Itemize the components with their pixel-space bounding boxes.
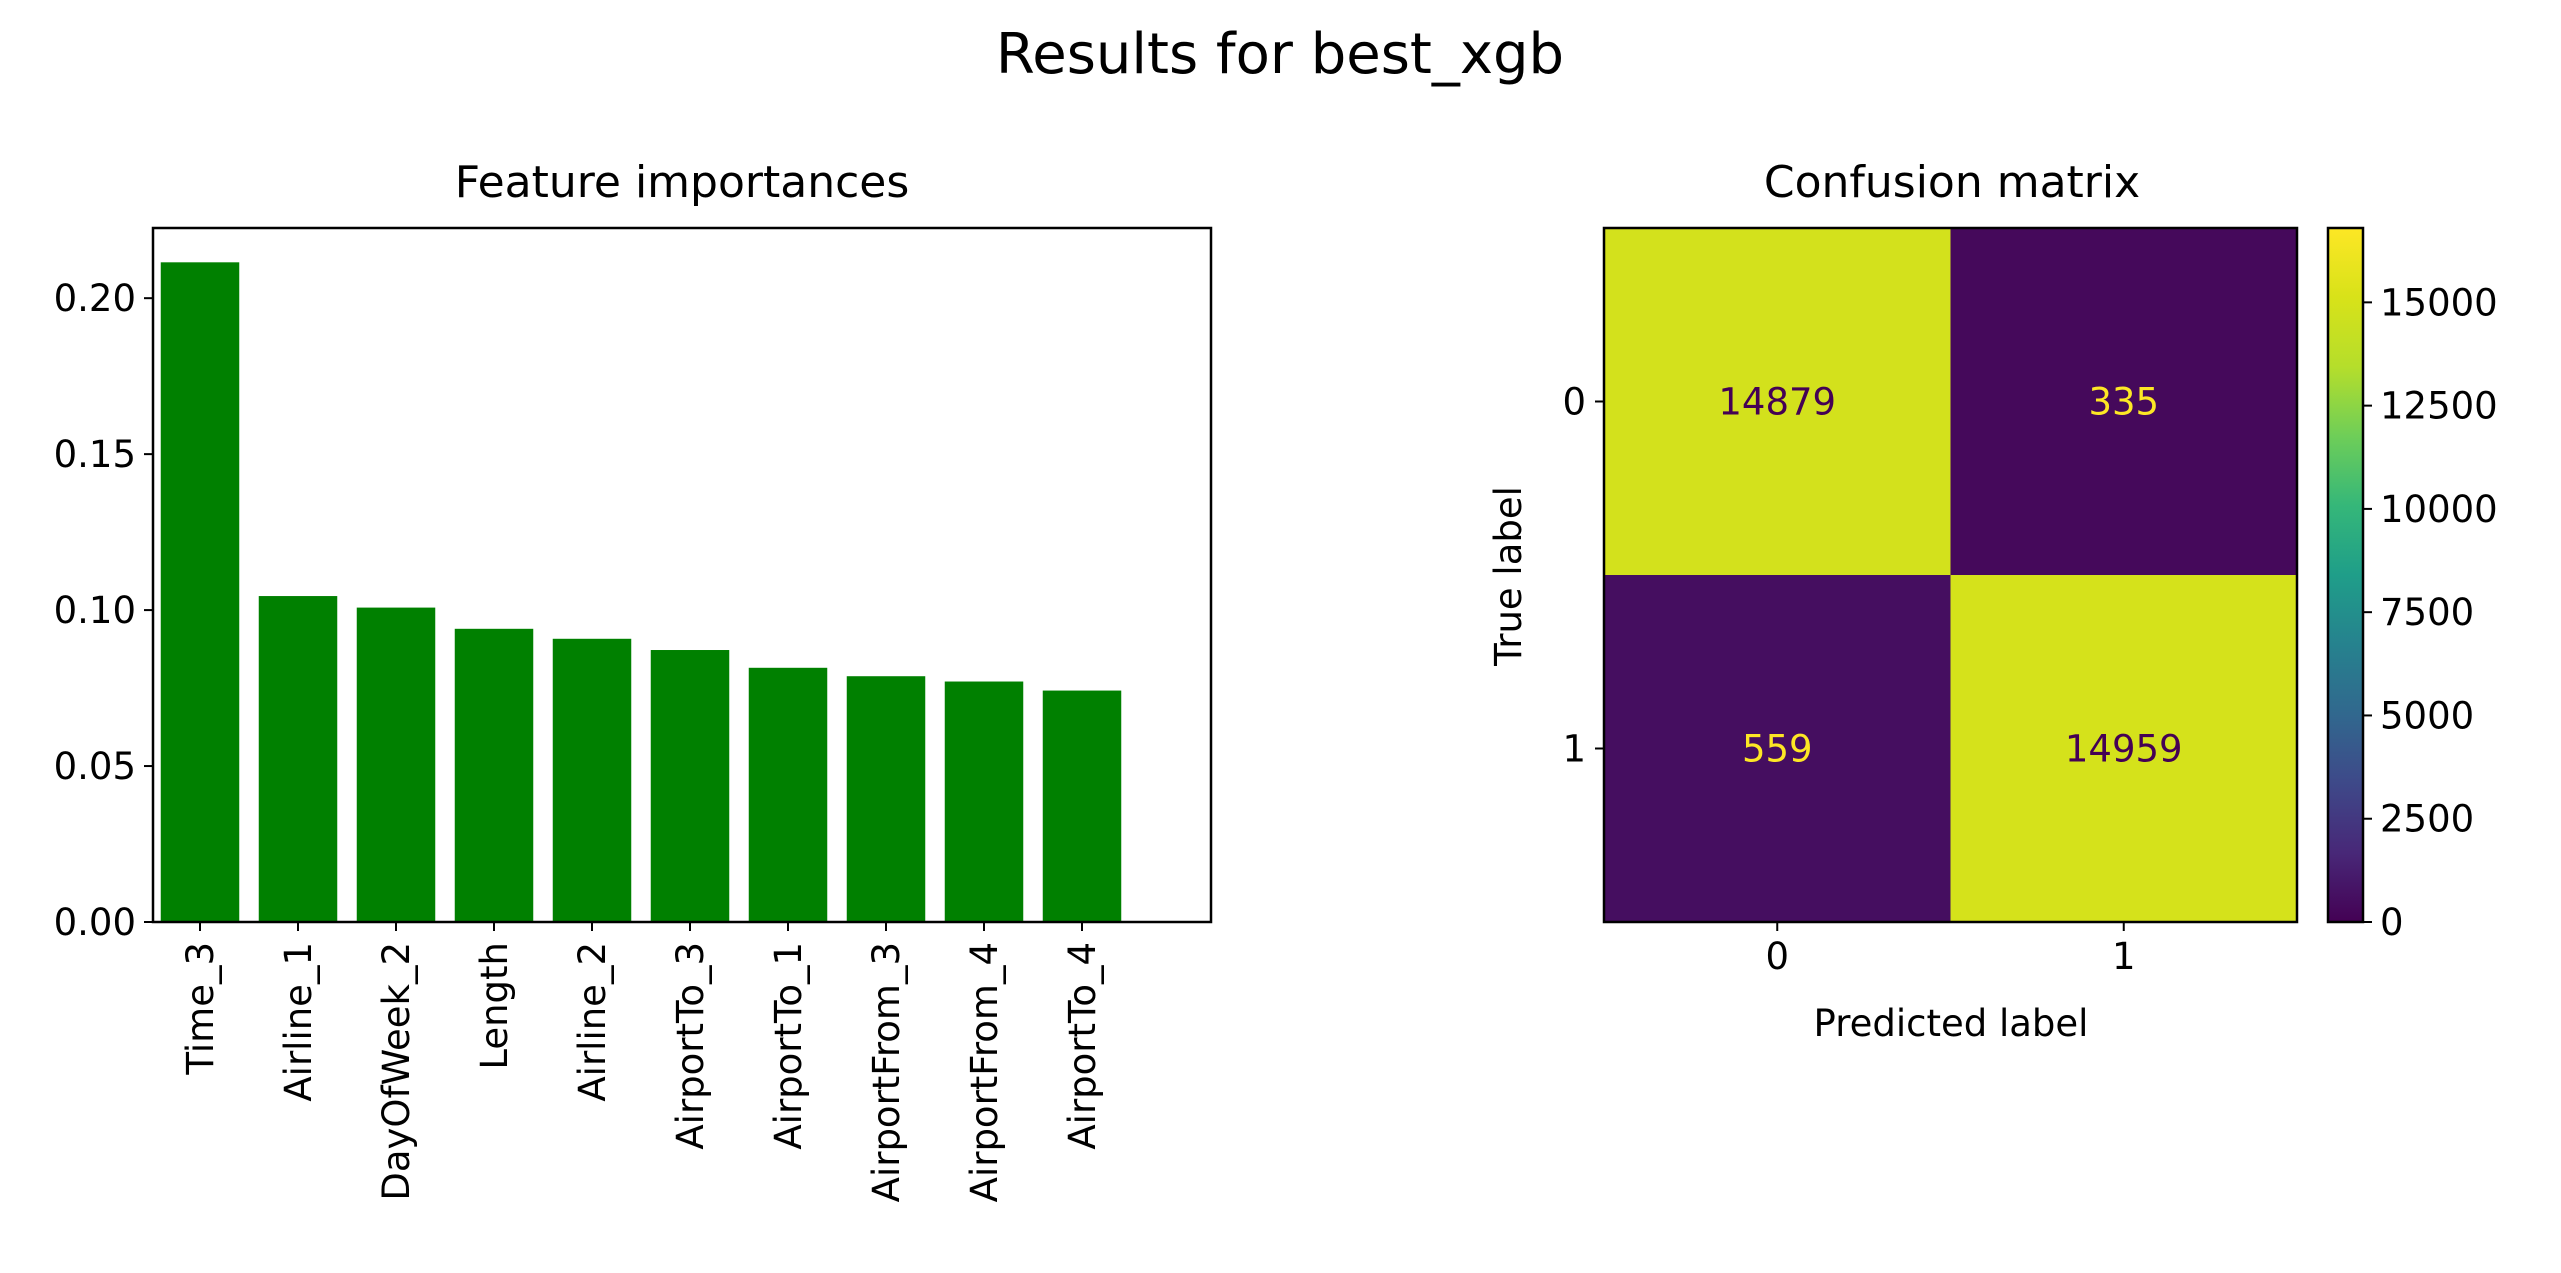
cm-y-axis-label: True label: [1487, 486, 1530, 667]
cm-cell: [1950, 575, 2297, 922]
bar-Length: [454, 628, 534, 922]
colorbar-ticks: 0 2500 5000 7500 10000 12500 15000: [2363, 281, 2498, 944]
bar-marks: [160, 262, 1122, 922]
colorbar-tick-label: 5000: [2380, 694, 2474, 737]
bar-x-tick-label: Airline_1: [277, 942, 320, 1102]
bar-AirportTo_3: [650, 650, 730, 922]
cm-cell-value: 14879: [1718, 381, 1836, 424]
bar-x-tick-label: AirportTo_4: [1061, 942, 1104, 1150]
cm-y-tick-label: 0: [1562, 381, 1586, 424]
bar-y-tick-label: 0.00: [54, 901, 136, 944]
feature-importance-chart: Feature importances 0.00 0.05 0.10 0.15 0.20…: [54, 157, 1213, 1202]
cm-cell-value: 559: [1742, 728, 1813, 771]
bar-y-axis: 0.00 0.05 0.10 0.15 0.20: [54, 277, 153, 944]
bar-y-tick-label: 0.15: [54, 433, 136, 476]
cm-plot-frame: [1602, 226, 2299, 924]
bar-Airline_1: [258, 596, 338, 922]
bar-AirportFrom_4: [944, 681, 1024, 922]
colorbar-tick-label: 12500: [2380, 385, 2498, 428]
bar-Airline_2: [552, 638, 632, 922]
bar-AirportFrom_3: [846, 676, 926, 922]
cm-chart-title: Confusion matrix: [1764, 157, 2140, 208]
colorbar-tick-label: 7500: [2380, 591, 2474, 634]
bar-x-tick-label: Length: [473, 942, 516, 1070]
bar-x-tick-label: AirportTo_1: [767, 942, 810, 1150]
colorbar-tick-label: 0: [2380, 901, 2404, 944]
colorbar: 0 2500 5000 7500 10000 12500 15000: [2326, 226, 2498, 944]
colorbar-tick-label: 2500: [2380, 798, 2474, 841]
bar-x-tick-label: AirportFrom_3: [865, 942, 908, 1202]
cm-cell: [1604, 575, 1951, 922]
figure-title: Results for best_xgb: [996, 22, 1564, 87]
bar-x-tick-label: AirportTo_3: [669, 942, 712, 1150]
colorbar-tick-label: 10000: [2380, 488, 2498, 531]
bar-y-tick-label: 0.20: [54, 277, 136, 320]
cm-x-tick-label: 1: [2112, 935, 2136, 978]
bar-x-tick-label: Airline_2: [571, 942, 614, 1102]
cm-x-axis-label: Predicted label: [1814, 1002, 2089, 1045]
bar-x-tick-label: AirportFrom_4: [963, 942, 1006, 1202]
cm-cell-value: 335: [2088, 381, 2159, 424]
confusion-matrix-chart: Confusion matrix 14879 335 559 14959 0 1 0 1 P…: [1487, 157, 2299, 1045]
bar-x-tick-label: DayOfWeek_2: [375, 942, 418, 1201]
bar-plot-frame: [151, 226, 1213, 924]
cm-axes: 0 1 0 1: [1562, 381, 2135, 979]
bar-Time_3: [160, 262, 240, 922]
cm-y-tick-label: 1: [1562, 728, 1586, 771]
cm-cell-value: 14959: [2065, 728, 2183, 771]
bar-y-tick-label: 0.05: [54, 745, 136, 788]
bar-chart-title: Feature importances: [455, 157, 910, 208]
bar-y-tick-label: 0.10: [54, 589, 136, 632]
cm-x-tick-label: 0: [1765, 935, 1789, 978]
cm-cell: [1950, 228, 2297, 575]
bar-DayOfWeek_2: [356, 607, 436, 922]
bar-AirportTo_4: [1042, 690, 1122, 922]
colorbar-tick-label: 15000: [2380, 281, 2498, 324]
cm-cell: [1604, 228, 1951, 575]
bar-AirportTo_1: [748, 667, 828, 922]
cm-cells: 14879 335 559 14959: [1604, 228, 2297, 922]
bar-x-axis: Time_3 Airline_1 DayOfWeek_2 Length Airline_…: [179, 922, 1104, 1202]
bar-x-tick-label: Time_3: [179, 942, 222, 1076]
colorbar-gradient: [2326, 226, 2365, 924]
